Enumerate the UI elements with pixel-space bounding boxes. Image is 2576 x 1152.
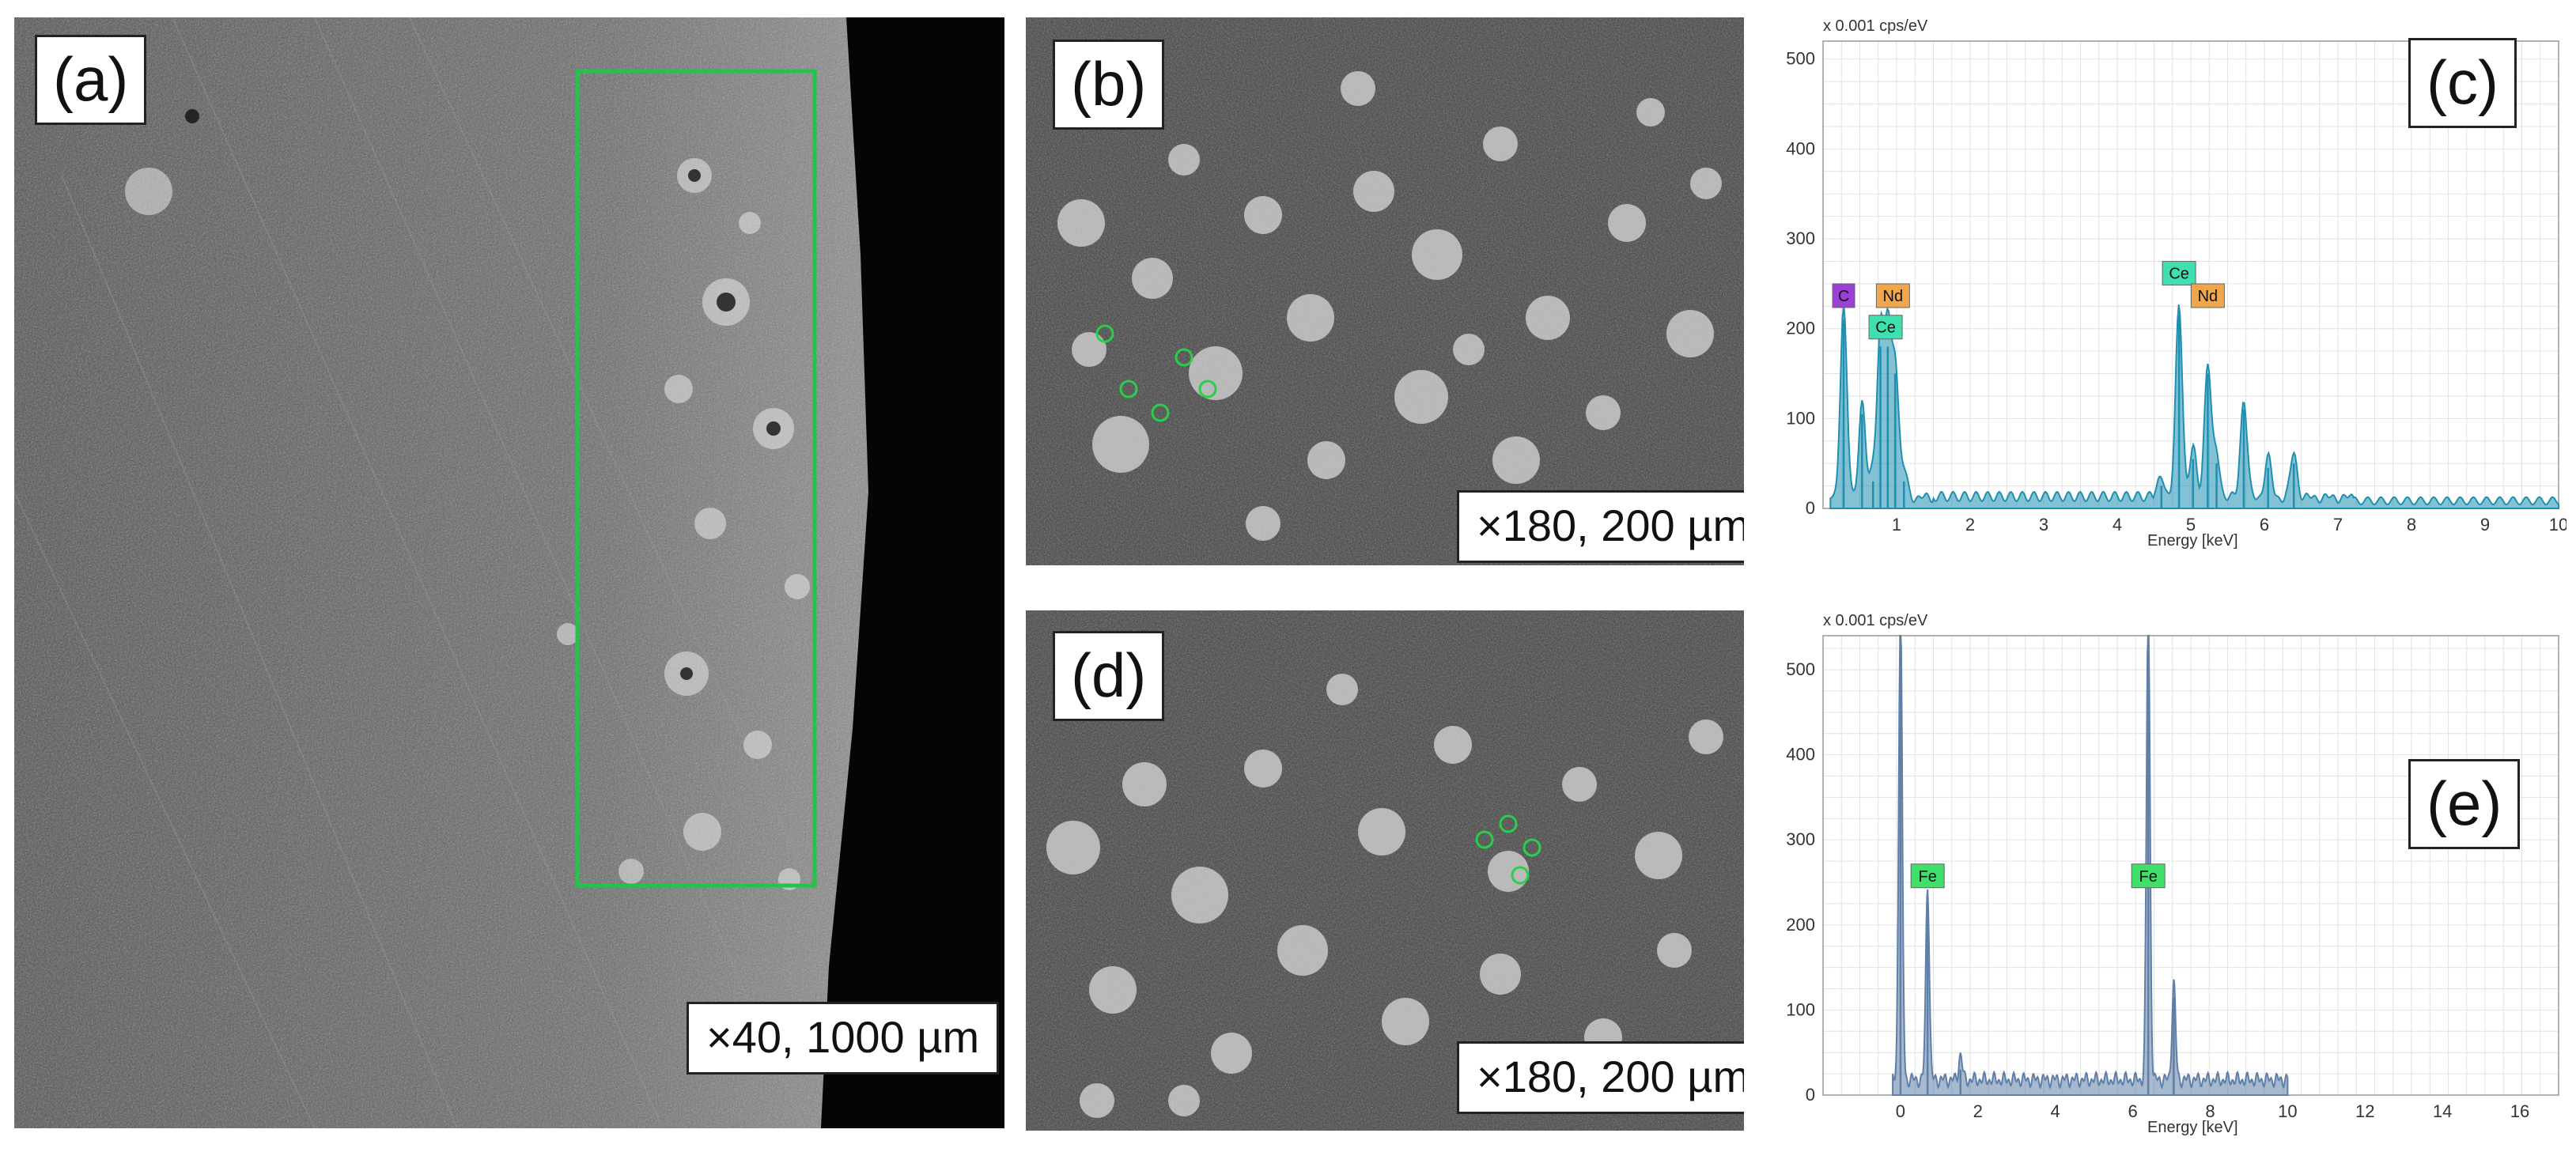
element-tag-ce: Ce <box>2162 261 2196 286</box>
svg-text:Fe: Fe <box>2139 868 2157 886</box>
sem-panel-a: (a) ×40, 1000 µm <box>14 17 1004 1128</box>
y-tick-label: 500 <box>1786 659 1815 679</box>
x-axis-label-c: Energy [keV] <box>2147 532 2238 550</box>
y-tick-label: 100 <box>1786 999 1815 1019</box>
scale-bar-d: ×180, 200 µm <box>1457 1041 1744 1114</box>
element-tag-fe: Fe <box>1910 863 1945 889</box>
x-tick-label: 12 <box>2355 1101 2374 1121</box>
x-tick-label: 8 <box>2407 515 2416 534</box>
x-axis-label-e: Energy [keV] <box>2147 1119 2238 1136</box>
y-tick-label: 300 <box>1786 829 1815 849</box>
x-tick-label: 2 <box>1965 515 1975 534</box>
x-tick-label: 1 <box>1892 515 1901 534</box>
spectrum-panel-c: 0 100 200 300 400 500 1 2 3 4 5 6 7 8 9 10 C Nd Ce Ce Nd x 0… <box>1768 14 2567 560</box>
x-tick-label: 10 <box>2278 1101 2297 1121</box>
panel-label-d: (d) <box>1053 631 1165 721</box>
particles-b <box>1057 71 1722 541</box>
sample-edge-shadow <box>821 17 1004 1128</box>
y-tick-label: 500 <box>1786 49 1815 69</box>
y-axis-label-e: x 0.001 cps/eV <box>1823 612 1928 629</box>
scale-bar-b: ×180, 200 µm <box>1457 490 1744 563</box>
x-tick-label: 4 <box>2113 515 2122 534</box>
spectrum-chart-c: 0 100 200 300 400 500 1 2 3 4 5 6 7 8 9 10 C Nd Ce Ce Nd <box>1786 40 2567 534</box>
x-tick-label: 6 <box>2128 1101 2137 1121</box>
element-tag-fe: Fe <box>2131 863 2166 889</box>
x-tick-label: 4 <box>2051 1101 2060 1121</box>
spot-markers-d <box>1475 814 1541 885</box>
element-tag-ce: Ce <box>1868 315 1903 340</box>
element-tag-nd: Nd <box>2190 283 2225 308</box>
sem-panel-d: (d) ×180, 200 µm <box>1026 610 1744 1131</box>
x-tick-label: 6 <box>2260 515 2269 534</box>
spectrum-line <box>1829 304 2559 509</box>
x-tick-label: 0 <box>1896 1101 1905 1121</box>
panel-label-a: (a) <box>35 35 147 125</box>
y-tick-label: 100 <box>1786 408 1815 428</box>
x-tick-label: 5 <box>2186 515 2196 534</box>
x-tick-label: 10 <box>2549 515 2567 534</box>
svg-text:Nd: Nd <box>1883 288 1904 305</box>
x-tick-label: 14 <box>2433 1101 2452 1121</box>
x-tick-label: 8 <box>2205 1101 2215 1121</box>
particles-d <box>1046 674 1723 1118</box>
y-tick-label: 400 <box>1786 138 1815 158</box>
sem-panel-b: (b) ×180, 200 µm <box>1026 17 1744 565</box>
svg-text:Ce: Ce <box>2169 266 2189 283</box>
x-tick-label: 2 <box>1973 1101 1983 1121</box>
element-tag-nd: Nd <box>1875 283 1910 308</box>
y-tick-label: 0 <box>1806 498 1815 518</box>
scale-bar-a: ×40, 1000 µm <box>687 1002 1000 1075</box>
panel-label-e: (e) <box>2408 759 2521 849</box>
y-tick-label: 400 <box>1786 745 1815 765</box>
panel-label-c: (c) <box>2408 38 2517 128</box>
spectrum-panel-e: 0 100 200 300 400 500 0 2 4 6 8 10 12 14 16 Fe Fe x 0.00… <box>1768 609 2567 1146</box>
y-axis-label-c: x 0.001 cps/eV <box>1823 17 1928 35</box>
y-tick-label: 200 <box>1786 915 1815 935</box>
panel-label-b: (b) <box>1053 40 1165 130</box>
svg-text:Nd: Nd <box>2198 288 2219 305</box>
x-tick-label: 9 <box>2480 515 2490 534</box>
spot-markers-b <box>1095 324 1217 422</box>
selection-box <box>575 69 817 888</box>
svg-text:Ce: Ce <box>1875 319 1896 337</box>
y-tick-label: 300 <box>1786 229 1815 248</box>
svg-text:Fe: Fe <box>1918 868 1936 886</box>
y-tick-label: 200 <box>1786 319 1815 338</box>
svg-text:C: C <box>1838 288 1849 305</box>
x-tick-label: 16 <box>2510 1101 2529 1121</box>
spectrum-line <box>1892 635 2289 1096</box>
grid <box>1822 636 2559 1096</box>
element-tag-c: C <box>1832 283 1855 308</box>
scratch-lines-a <box>14 17 885 1128</box>
sem-image-a <box>14 17 1004 1128</box>
x-tick-label: 7 <box>2333 515 2343 534</box>
y-tick-label: 0 <box>1806 1085 1815 1105</box>
x-tick-label: 3 <box>2039 515 2048 534</box>
spectrum-chart-e: 0 100 200 300 400 500 0 2 4 6 8 10 12 14 16 Fe Fe <box>1786 635 2559 1121</box>
